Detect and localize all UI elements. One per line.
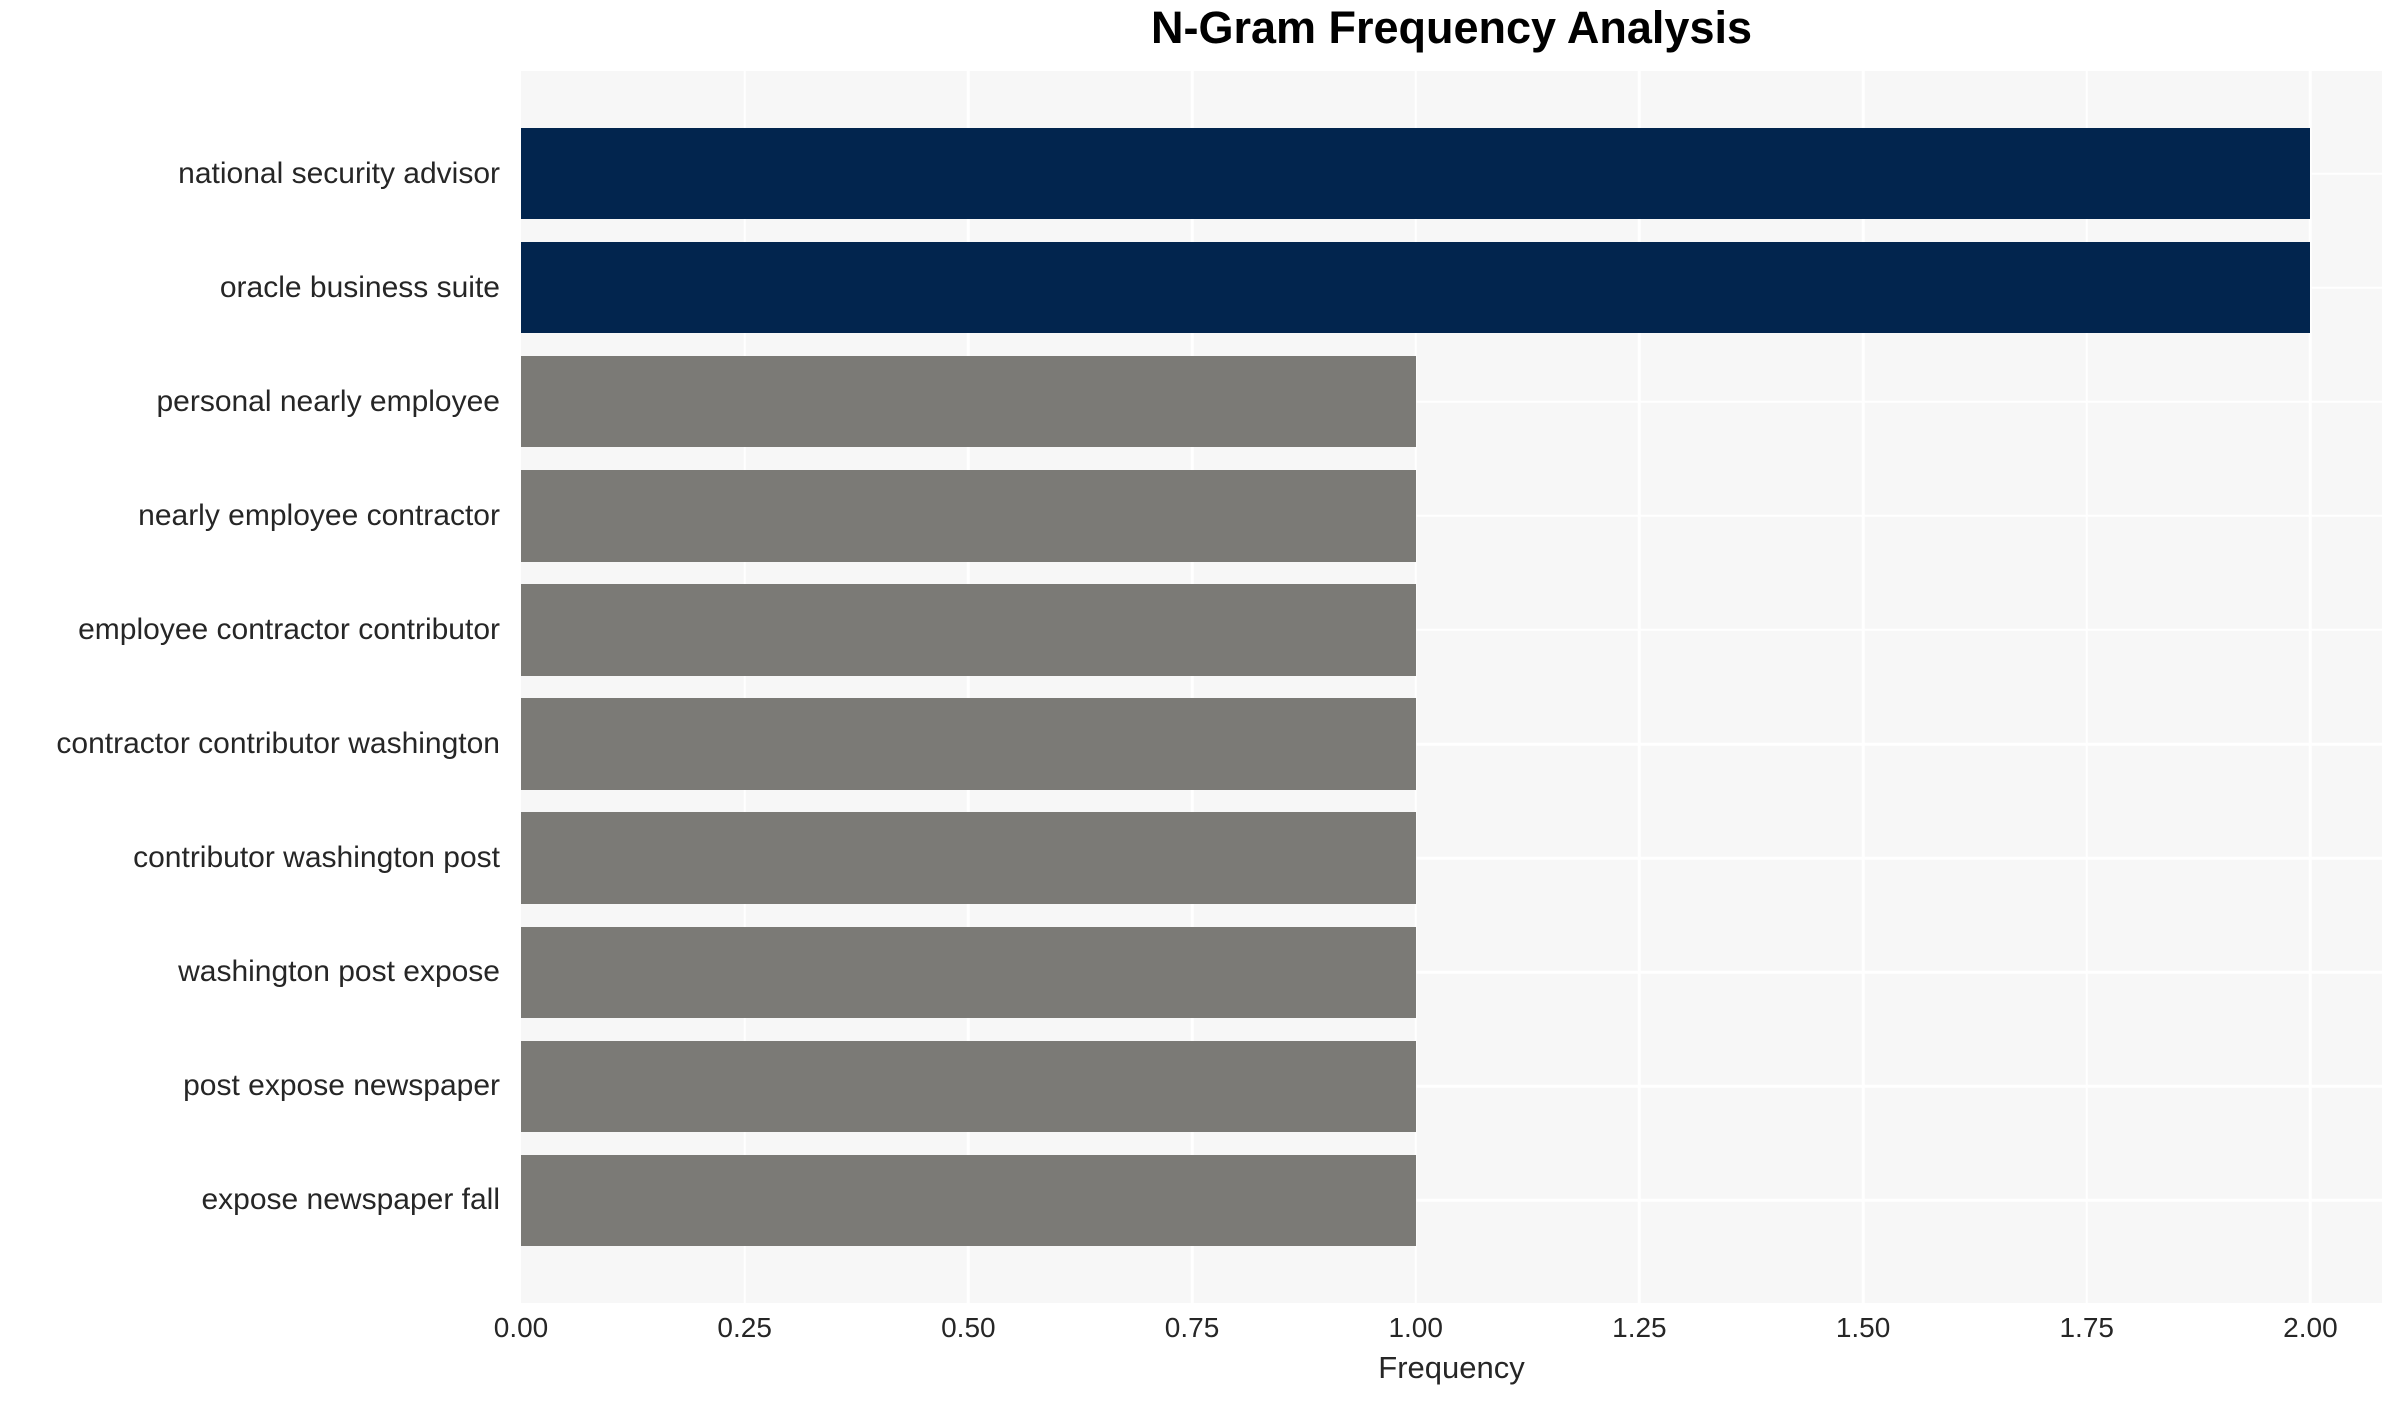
vertical-gridline	[967, 71, 970, 1303]
x-axis-ticks: 0.00 0.25 0.50 0.75 1.00 1.25 1.50 1.75 2.00	[494, 1312, 2382, 1348]
vertical-gridline	[2085, 71, 2088, 1303]
y-tick-label: nearly employee contractor	[138, 498, 500, 532]
horizontal-gridline	[521, 742, 2382, 746]
vertical-gridline	[1414, 71, 1417, 1303]
x-tick-label: 0.00	[493, 1312, 549, 1343]
bar	[521, 128, 2311, 220]
vertical-gridline	[743, 71, 746, 1303]
x-tick-label: 0.75	[1164, 1312, 1220, 1343]
vertical-gridline	[1861, 71, 1865, 1303]
y-tick-label: employee contractor contributor	[78, 612, 500, 646]
chart-title: N-Gram Frequency Analysis	[1150, 2, 1753, 53]
y-tick-label: national security advisor	[178, 156, 500, 190]
x-tick-label: 2.00	[2283, 1312, 2338, 1343]
vertical-gridline	[1638, 71, 1641, 1303]
bar	[521, 242, 2311, 334]
horizontal-gridline	[521, 628, 2382, 632]
y-tick-label: contributor washington post	[133, 841, 500, 875]
x-tick-label: 1.00	[1388, 1312, 1443, 1343]
x-tick-label: 1.50	[1835, 1312, 1891, 1343]
x-tick-label: 0.50	[941, 1312, 996, 1343]
x-tick-label: 1.25	[1612, 1312, 1667, 1343]
x-tick-label: 0.25	[717, 1312, 772, 1343]
bar	[521, 926, 1416, 1018]
y-tick-label: post expose newspaper	[183, 1069, 500, 1103]
horizontal-gridline	[521, 1085, 2382, 1088]
bar	[521, 356, 1416, 448]
x-axis-label: Frequency	[1378, 1350, 1525, 1385]
horizontal-gridline	[521, 400, 2382, 404]
horizontal-gridline	[521, 856, 2382, 860]
bar	[521, 584, 1416, 676]
y-axis-labels: national security advisor oracle business…	[0, 71, 508, 1303]
bar	[521, 812, 1416, 904]
y-tick-label: washington post expose	[178, 955, 500, 989]
x-tick-label: 1.75	[2059, 1312, 2114, 1343]
bar	[521, 1040, 1416, 1132]
y-tick-label: personal nearly employee	[156, 384, 500, 418]
y-tick-label: expose newspaper fall	[201, 1183, 500, 1217]
horizontal-gridline	[521, 1199, 2382, 1202]
y-tick-label: contractor contributor washington	[56, 727, 500, 761]
bar	[521, 470, 1416, 562]
vertical-gridline	[2309, 71, 2312, 1303]
bar	[521, 698, 1416, 790]
y-tick-label: oracle business suite	[219, 270, 500, 304]
horizontal-gridline	[521, 514, 2382, 518]
horizontal-gridline	[521, 970, 2382, 974]
vertical-gridline	[1190, 71, 1194, 1303]
plot-area	[521, 71, 2382, 1303]
bar	[521, 1154, 1416, 1246]
